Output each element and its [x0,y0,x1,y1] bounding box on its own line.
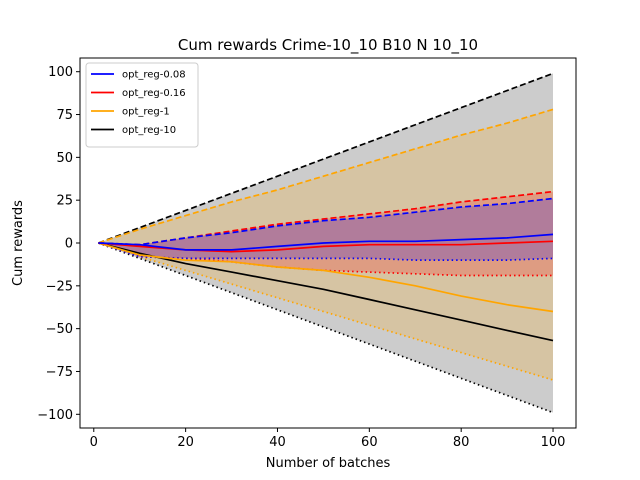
legend-label-opt-reg-1: opt_reg-1 [122,107,170,118]
y-tick-label: −100 [37,408,73,423]
x-tick-label: 80 [453,435,470,450]
chart-title: Cum rewards Crime-10_10 B10 N 10_10 [178,36,478,55]
x-tick-label: 100 [541,435,566,450]
legend-label-opt-reg-10: opt_reg-10 [122,125,176,136]
y-axis: −100 −75 −50 −25 0 25 50 75 100 [37,65,80,423]
band-opt-reg-1 [98,109,554,381]
y-axis-label: Cum rewards [11,200,26,286]
band-opt-reg-0-16 [98,191,554,276]
upper-bound-opt-reg-0-08 [98,197,554,246]
x-axis: 0 20 40 60 80 100 [90,428,566,450]
y-tick-label: 100 [48,65,73,80]
y-tick-label: 75 [56,108,73,123]
y-tick-label: −50 [46,322,73,337]
y-tick-label: −75 [46,365,73,380]
lower-bound-opt-reg-1 [98,242,554,381]
mean-line-opt-reg-0-08 [98,233,554,251]
y-tick-label: 25 [56,194,73,209]
line-layer [98,72,554,414]
y-tick-label: −25 [46,279,73,294]
x-tick-label: 20 [177,435,194,450]
x-tick-label: 0 [90,435,98,450]
x-tick-label: 40 [269,435,286,450]
legend-box [85,62,199,148]
mean-line-opt-reg-1 [98,242,554,313]
legend: opt_reg-0.08 opt_reg-0.16 opt_reg-1 opt_reg… [85,62,199,148]
y-tick-label: 50 [56,151,73,166]
mean-line-opt-reg-10 [98,242,554,342]
x-axis-label: Number of batches [266,456,391,471]
y-tick-label: 0 [65,237,73,252]
legend-label-opt-reg-0-16: opt_reg-0.16 [122,88,186,99]
x-tick-label: 60 [361,435,378,450]
legend-label-opt-reg-0-08: opt_reg-0.08 [122,70,186,81]
upper-bound-opt-reg-1 [98,108,554,244]
